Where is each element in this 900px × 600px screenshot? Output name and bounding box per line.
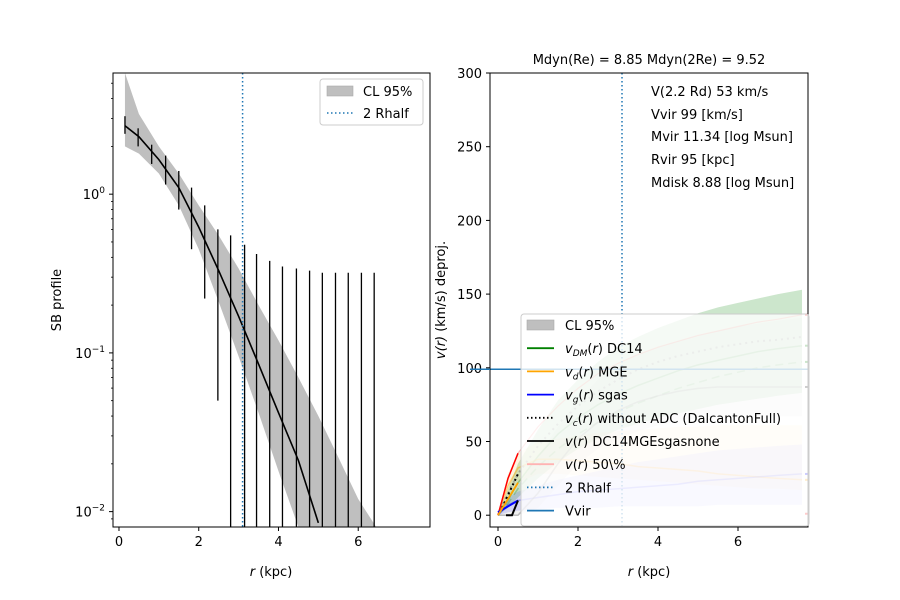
legend-label: CL 95% [565,319,614,334]
x-tick-label: 2 [195,535,203,550]
vr-inner [506,500,519,517]
x-tick-label: 6 [734,535,742,550]
x-tick-label: 4 [274,535,282,550]
legend-label: vDM(r) DC14 [565,342,643,359]
legend-label: 2 Rhalf [565,481,611,496]
annotation-rvir: Rvir 95 [kpc] [651,153,735,168]
legend-label: v(r) 50\% [565,458,626,473]
left-y-axis-label: SB profile [50,269,65,331]
y-tick-label: 300 [457,67,482,82]
y-tick-label: 50 [465,436,482,451]
v50-inner [497,453,519,516]
legend-label: v(r) DC14MGEsgasnone [565,435,720,450]
x-tick-label: 0 [115,535,123,550]
y-tick-label: 100 [457,362,482,377]
rotation-curve-panel: 0 2 4 6 0 50 100 150 200 250 300 Mdyn(Re) = 8.85 M… [434,53,810,580]
y-tick-label: 0 [474,509,482,524]
legend-swatch-cl95 [326,85,354,97]
right-legend-box [520,313,810,527]
x-tick-label: 2 [574,535,582,550]
left-x-axis-label: r (kpc) [250,565,293,580]
x-tick-label: 6 [354,535,362,550]
y-tick-label: 200 [457,214,482,229]
legend-swatch [526,319,555,331]
y-tick-label: 10−2 [75,504,105,521]
annotation-v22rd: V(2.2 Rd) 53 km/s [651,85,769,100]
vd-inner [497,482,519,516]
y-tick-label: 150 [457,288,482,303]
y-tick-label: 100 [83,186,106,203]
right-axes-frame [489,72,809,528]
sb-profile-panel: 0 2 4 6 100 10−1 10−2 r (kpc) SB profile CL 95… [50,72,431,580]
right-title: Mdyn(Re) = 8.85 Mdyn(2Re) = 9.52 [533,53,766,68]
annotation-mdisk: Mdisk 8.88 [log Msun] [651,176,794,191]
legend-label-2rhalf: 2 Rhalf [363,107,409,122]
annotation-vvir: Vvir 99 [km/s] [651,108,743,123]
y-tick-label: 10−1 [75,345,105,362]
x-tick-label: 0 [494,535,502,550]
vc-inner [501,473,519,509]
sb-model-curve [124,125,320,524]
x-tick-label: 4 [654,535,662,550]
legend-label-cl95: CL 95% [363,85,412,100]
right-legend: CL 95% vDM(r) DC14 vd(r) MGE vg(r) sgas vc(r… [520,313,810,527]
annotations: V(2.2 Rd) 53 km/s Vvir 99 [km/s] Mvir 11… [651,85,794,191]
legend-label: vg(r) sgas [565,389,628,406]
y-tick-label: 250 [457,141,482,156]
right-x-axis-label: r (kpc) [628,565,671,580]
left-legend: CL 95% 2 Rhalf [319,78,424,126]
legend-label: vd(r) MGE [565,365,628,382]
left-axes-frame [112,72,431,528]
legend-label: Vvir [565,505,591,520]
cl95-band [124,73,377,527]
legend-label: vc(r) without ADC (DalcantonFull) [565,412,781,429]
right-y-axis-label: v(r) (km/s) deproj. [434,241,449,359]
annotation-mvir: Mvir 11.34 [log Msun] [651,130,793,145]
